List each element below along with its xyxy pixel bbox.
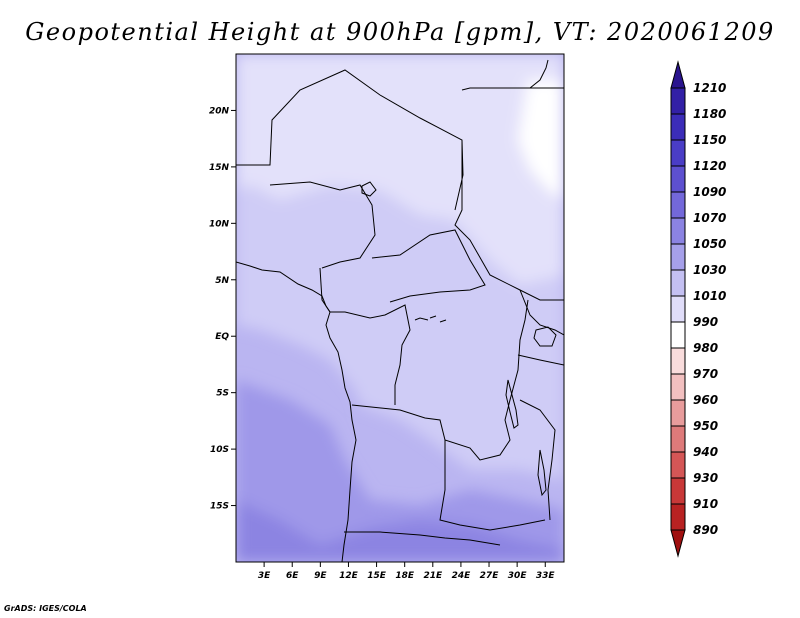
colorbar-label: 910 — [693, 497, 718, 511]
colorbar-label: 940 — [693, 445, 718, 459]
lat-tick-label: 10N — [209, 219, 230, 229]
colorbar-label: 960 — [693, 393, 718, 407]
colorbar-segment — [670, 347, 686, 375]
colorbar-top-arrow — [670, 60, 686, 89]
colorbar-segment — [670, 113, 686, 141]
red-sea-coast — [529, 59, 549, 89]
colorbar-segment — [670, 295, 686, 323]
lon-tick-label: 27E — [480, 571, 500, 581]
colorbar-segment — [670, 191, 686, 219]
colorbar-label: 990 — [693, 315, 718, 329]
border-cameroon-congo — [319, 267, 411, 405]
colorbar-label: 1030 — [693, 263, 726, 277]
colorbar-label: 980 — [693, 341, 718, 355]
field-990-1010 — [518, 80, 564, 200]
grads-credit: GrADS: IGES/COLA — [4, 604, 87, 613]
longitude-axis: 3E 6E 9E 12E 15E 18E 21E 24E 27E 30E 33E — [258, 562, 556, 581]
lat-tick-label: 10S — [210, 445, 229, 455]
latitude-axis: 20N 15N 10N 5N EQ 5S 10S 15S — [209, 106, 236, 512]
congo-river-wiggle — [414, 315, 447, 323]
map-panel — [236, 54, 564, 562]
chart-title: Geopotential Height at 900hPa [gpm], VT:… — [25, 18, 775, 46]
colorbar-label: 1090 — [693, 185, 726, 199]
field-1070-1090 — [236, 380, 564, 562]
lake-tanganyika — [505, 379, 519, 429]
border-angola-namibia — [344, 531, 501, 546]
border-chad-sudan — [454, 87, 564, 301]
field-1010-1030 — [236, 54, 564, 285]
lon-tick-label: 21E — [423, 571, 443, 581]
colorbar-segment — [670, 451, 686, 479]
lon-tick-label: 18E — [395, 571, 415, 581]
lake-malawi — [537, 449, 547, 497]
colorbar-label: 1050 — [693, 237, 726, 251]
colorbar-segment — [670, 503, 686, 531]
lon-tick-label: 9E — [314, 571, 327, 581]
colorbar-segment — [670, 425, 686, 453]
colorbar-label: 930 — [693, 471, 718, 485]
lon-tick-label: 6E — [286, 571, 299, 581]
borders — [236, 59, 564, 562]
colorbar-segment — [670, 243, 686, 271]
colorbar-segment — [670, 165, 686, 193]
lake-victoria — [533, 326, 557, 347]
colorbar-bottom-arrow — [670, 529, 686, 558]
lat-tick-label: 15N — [209, 163, 230, 173]
colorbar-label: 950 — [693, 419, 718, 433]
border-nigeria — [269, 181, 376, 269]
colorbar-segment — [670, 477, 686, 505]
lon-tick-label: 3E — [258, 571, 271, 581]
lon-tick-label: 24E — [452, 571, 472, 581]
colorbar-segment — [670, 139, 686, 167]
border-car — [371, 229, 486, 303]
coastline-west-africa — [236, 261, 357, 562]
colorbar-label: 1150 — [693, 133, 726, 147]
border-zambia — [439, 440, 546, 531]
colorbar-segment — [670, 269, 686, 297]
lon-tick-label: 30E — [508, 571, 528, 581]
lat-tick-label: EQ — [215, 332, 229, 342]
colorbar-label: 970 — [693, 367, 718, 381]
colorbar-segment — [670, 399, 686, 427]
field-1090-1120 — [236, 500, 564, 562]
colorbar-segment — [670, 217, 686, 245]
colorbar-segment — [670, 373, 686, 401]
border-tanzania-mozambique — [519, 399, 556, 521]
colorbar-segment — [670, 321, 686, 349]
colorbar-label: 1120 — [693, 159, 726, 173]
colorbar-label: 890 — [693, 523, 718, 537]
lon-tick-label: 33E — [536, 571, 556, 581]
border-drc-angola — [351, 299, 529, 461]
colorbar-label: 1070 — [693, 211, 726, 225]
border-east-africa — [517, 289, 564, 366]
colorbar-segment — [670, 87, 686, 115]
lon-tick-label: 15E — [367, 571, 387, 581]
colorbar-label: 1180 — [693, 107, 726, 121]
lat-tick-label: 5S — [216, 389, 229, 399]
map-frame — [235, 53, 565, 563]
lat-tick-label: 20N — [209, 106, 230, 116]
lake-chad — [361, 181, 377, 197]
colorbar: 1210 1180 1150 1120 1090 1070 1050 1030 1010 990 9… — [670, 60, 726, 558]
lon-tick-label: 12E — [339, 571, 359, 581]
colorbar-label: 1010 — [693, 289, 726, 303]
lat-tick-label: 5N — [215, 276, 229, 286]
colorbar-label: 1210 — [693, 81, 726, 95]
lat-tick-label: 15S — [210, 502, 229, 512]
